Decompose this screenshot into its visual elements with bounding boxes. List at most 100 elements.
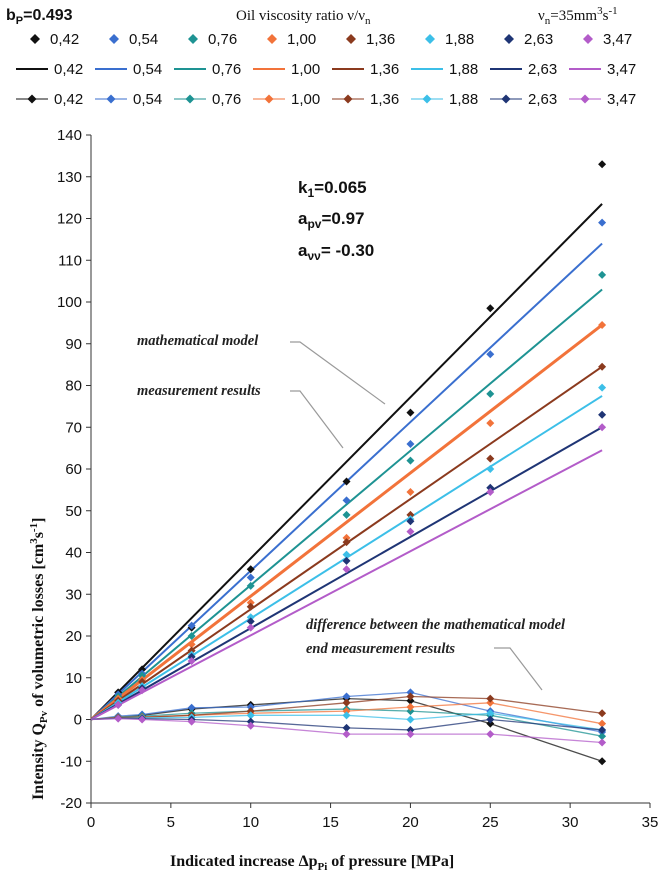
legend-label: 3,47 <box>607 61 636 78</box>
measured-point <box>342 496 351 505</box>
measured-point <box>486 454 495 463</box>
measured-point <box>342 538 351 547</box>
y-tick-label: 50 <box>65 503 82 520</box>
y-tick-label: 40 <box>65 545 82 562</box>
x-ticks: 0 5 10 15 20 25 30 35 <box>87 803 658 831</box>
difference-point <box>406 715 415 724</box>
y-tick-label: 20 <box>65 628 82 645</box>
legend-marker-4 <box>267 34 277 44</box>
measured-point <box>486 465 495 473</box>
legend-label: 0,42 <box>50 31 79 48</box>
measured-point <box>486 350 495 359</box>
y-tick-label: 100 <box>57 294 82 311</box>
legend-label: 0,76 <box>208 31 237 48</box>
measured-point <box>486 483 495 492</box>
measured-point <box>598 383 607 392</box>
measured-point <box>406 510 415 519</box>
difference-point <box>138 715 147 724</box>
measured-point <box>246 581 255 590</box>
legend-label: 0,54 <box>133 61 162 78</box>
legend-marker-5 <box>346 34 356 44</box>
legend-label: 1,36 <box>366 31 395 48</box>
measured-point <box>138 665 147 674</box>
difference-point <box>342 711 351 720</box>
model-line-4 <box>90 323 604 721</box>
measured-point <box>342 550 351 559</box>
legend-label: 2,63 <box>528 91 557 108</box>
difference-point <box>598 725 607 734</box>
legend-diff-marker-1 <box>27 94 37 104</box>
legend-label: 1,00 <box>291 91 320 108</box>
legend-label: 2,63 <box>528 61 557 78</box>
measured-point <box>342 565 351 574</box>
measured-point <box>486 487 495 496</box>
legend-label: 2,63 <box>524 31 553 48</box>
measured-point <box>486 389 495 398</box>
y-tick-label: 30 <box>65 586 82 603</box>
legend-diff-marker-2 <box>106 94 116 104</box>
legend-label: 0,54 <box>129 31 158 48</box>
measured-point <box>598 160 607 169</box>
measured-point <box>187 640 196 649</box>
difference-point <box>486 709 495 718</box>
difference-point <box>598 757 607 766</box>
data-points <box>114 160 607 766</box>
measured-point <box>406 439 415 448</box>
measured-point <box>406 487 415 496</box>
legend-marker-7 <box>504 34 514 44</box>
difference-point <box>598 709 607 718</box>
difference-point <box>406 688 415 697</box>
difference-point <box>246 721 255 730</box>
y-axis-title: Intensity QPv of volumetric losses [cm3s… <box>28 518 50 800</box>
legend-marker-3 <box>188 34 198 44</box>
measured-point <box>598 410 607 419</box>
legend-label: 1,00 <box>291 61 320 78</box>
legend-label: 3,47 <box>603 31 632 48</box>
difference-point <box>486 730 495 739</box>
x-tick-label: 0 <box>87 814 95 831</box>
y-tick-label: 110 <box>58 252 82 269</box>
measured-point <box>598 362 607 371</box>
measured-point <box>406 517 415 526</box>
legend-label: 1,88 <box>449 61 478 78</box>
apv-annotation: apv=0.97 <box>298 209 365 231</box>
difference-point <box>598 738 607 747</box>
y-tick-label: 80 <box>65 378 82 395</box>
measured-point <box>486 304 495 313</box>
legend-diff-marker-3 <box>185 94 195 104</box>
legend: 0,42 0,42 0,42 0,54 0,54 0,54 0,76 0,76 0,76 1,00… <box>16 31 636 108</box>
measured-point <box>187 646 196 655</box>
measured-point <box>246 617 255 626</box>
measured-point <box>246 565 255 574</box>
measured-point <box>342 477 351 486</box>
legend-diff-marker-7 <box>501 94 511 104</box>
legend-diff-marker-8 <box>580 94 590 104</box>
model-line-1 <box>90 203 603 721</box>
measured-point <box>246 598 255 607</box>
measured-point <box>598 218 607 227</box>
legend-diff-marker-6 <box>422 94 432 104</box>
difference-point <box>486 698 495 707</box>
legend-marker-8 <box>583 34 593 44</box>
vn-label: νn=35mm3s-1 <box>538 5 618 27</box>
measured-point <box>486 419 495 428</box>
x-tick-label: 10 <box>242 814 259 831</box>
k1-annotation: k1=0.065 <box>298 178 367 200</box>
measured-point <box>598 270 607 279</box>
measured-point <box>406 408 415 417</box>
x-tick-label: 5 <box>167 814 175 831</box>
x-axis-title: Indicated increase ΔpPi of pressure [MPa… <box>170 853 454 873</box>
x-tick-label: 30 <box>562 814 579 831</box>
difference-point <box>486 694 495 703</box>
measurement-label: measurement results <box>137 383 261 399</box>
y-tick-label: 70 <box>65 419 82 436</box>
y-tick-label: 140 <box>57 127 82 144</box>
legend-diff-marker-4 <box>264 94 274 104</box>
legend-label: 1,88 <box>445 31 474 48</box>
legend-label: 0,42 <box>54 61 83 78</box>
difference-point <box>598 719 607 728</box>
difference-point <box>406 725 415 734</box>
avv-annotation: aνν= -0.30 <box>298 241 374 263</box>
math-model-leader <box>290 341 386 405</box>
